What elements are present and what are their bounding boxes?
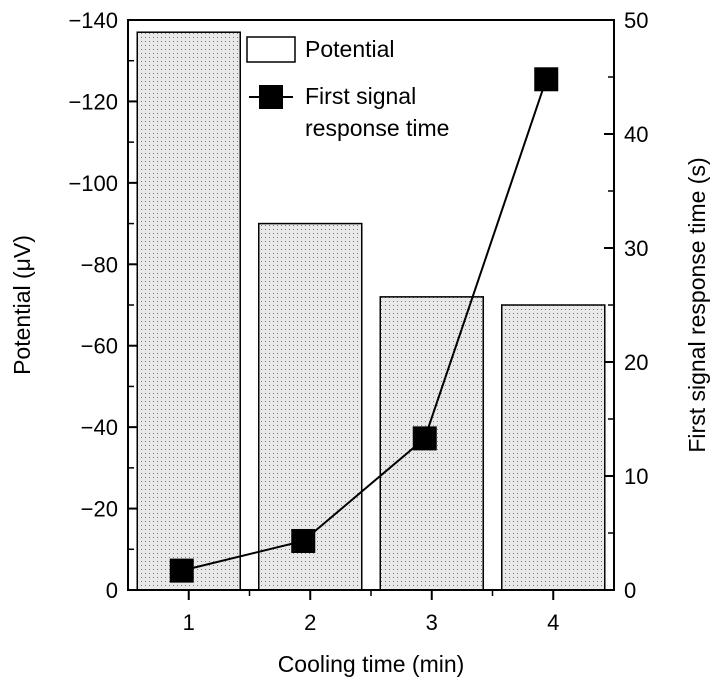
left-axis-title: Potential (μV)	[9, 235, 35, 375]
bar-potential-2	[258, 222, 363, 591]
left-axis: 0 −20 −40 −60 −80 −100 −120 −140	[68, 8, 138, 603]
x-axis: 1 2 3 4	[183, 590, 559, 635]
marker-response-time-1	[169, 558, 194, 583]
legend-potential-label: Potential	[305, 36, 395, 62]
left-tick-label: −40	[81, 415, 118, 440]
marker-response-time-2	[291, 528, 316, 553]
marker-response-time-3	[412, 426, 437, 451]
right-tick-label: 10	[624, 464, 648, 489]
x-tick-label: 1	[183, 610, 195, 635]
x-axis-title: Cooling time (min)	[278, 651, 465, 677]
right-axis-title: First signal response time (s)	[684, 157, 710, 452]
bar-potential-1	[136, 31, 241, 591]
legend-square-marker	[259, 85, 283, 109]
left-tick-label: −140	[68, 8, 118, 33]
x-tick-label: 4	[547, 610, 559, 635]
response-time-line	[181, 78, 548, 572]
right-tick-label: 0	[624, 578, 636, 603]
right-tick-label: 30	[624, 236, 648, 261]
right-tick-label: 40	[624, 122, 648, 147]
marker-response-time-4	[534, 67, 559, 92]
left-tick-label: 0	[106, 578, 118, 603]
x-tick-label: 2	[304, 610, 316, 635]
right-tick-label: 20	[624, 350, 648, 375]
left-tick-label: −60	[81, 334, 118, 359]
legend-potential-swatch	[246, 36, 296, 63]
left-tick-label: −20	[81, 497, 118, 522]
right-axis: 0 10 20 30 40 50	[604, 8, 648, 603]
left-tick-label: −80	[81, 252, 118, 277]
right-tick-label: 50	[624, 8, 648, 33]
left-tick-label: −120	[68, 89, 118, 114]
line-layer	[169, 67, 559, 583]
x-tick-label: 3	[426, 610, 438, 635]
legend-response-label-line1: First signal	[305, 83, 416, 109]
legend: Potential First signal response time	[246, 36, 449, 141]
legend-response-label-line2: response time	[305, 115, 449, 141]
left-tick-label: −100	[68, 171, 118, 196]
bar-potential-4	[501, 304, 606, 591]
